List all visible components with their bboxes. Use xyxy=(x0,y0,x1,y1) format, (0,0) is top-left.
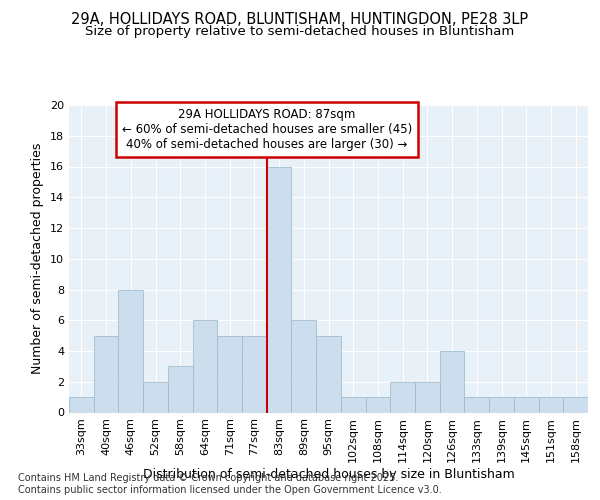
X-axis label: Distribution of semi-detached houses by size in Bluntisham: Distribution of semi-detached houses by … xyxy=(143,468,514,481)
Bar xyxy=(69,397,94,412)
Text: Contains HM Land Registry data © Crown copyright and database right 2025.
Contai: Contains HM Land Registry data © Crown c… xyxy=(18,474,442,495)
Bar xyxy=(242,336,267,412)
Bar xyxy=(365,397,390,412)
Bar xyxy=(563,397,588,412)
Text: 29A, HOLLIDAYS ROAD, BLUNTISHAM, HUNTINGDON, PE28 3LP: 29A, HOLLIDAYS ROAD, BLUNTISHAM, HUNTING… xyxy=(71,12,529,28)
Bar xyxy=(217,336,242,412)
Bar xyxy=(94,336,118,412)
Bar xyxy=(415,382,440,412)
Bar xyxy=(118,290,143,412)
Bar xyxy=(143,382,168,412)
Bar xyxy=(440,351,464,412)
Y-axis label: Number of semi-detached properties: Number of semi-detached properties xyxy=(31,143,44,374)
Bar xyxy=(316,336,341,412)
Bar xyxy=(168,366,193,412)
Bar xyxy=(514,397,539,412)
Bar xyxy=(539,397,563,412)
Text: Size of property relative to semi-detached houses in Bluntisham: Size of property relative to semi-detach… xyxy=(85,25,515,38)
Bar xyxy=(390,382,415,412)
Bar xyxy=(341,397,365,412)
Bar xyxy=(193,320,217,412)
Text: 29A HOLLIDAYS ROAD: 87sqm
← 60% of semi-detached houses are smaller (45)
40% of : 29A HOLLIDAYS ROAD: 87sqm ← 60% of semi-… xyxy=(122,108,412,151)
Bar xyxy=(489,397,514,412)
Bar xyxy=(292,320,316,412)
Bar xyxy=(267,166,292,412)
Bar xyxy=(464,397,489,412)
